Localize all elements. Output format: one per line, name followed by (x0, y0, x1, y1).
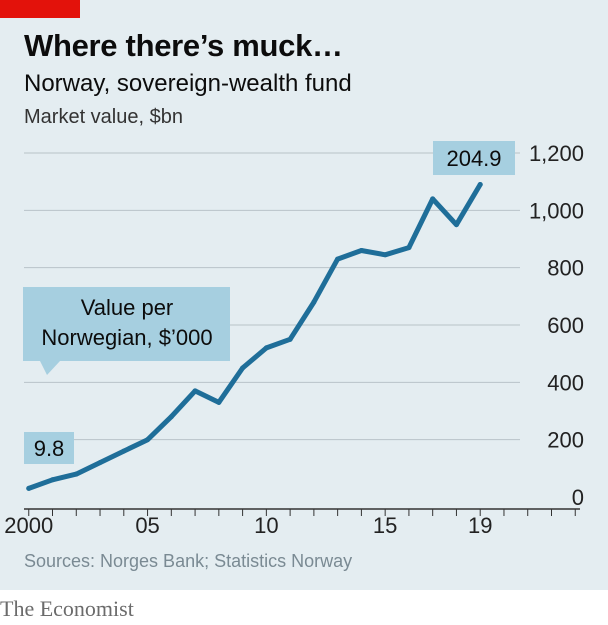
x-tick-label: 19 (468, 513, 492, 538)
x-tick-label: 05 (135, 513, 159, 538)
chart-title: Where there’s muck… (24, 28, 343, 63)
y-axis-tick-labels: 0 200 400 600 800 1,000 1,200 (529, 141, 584, 510)
data-point (216, 399, 222, 405)
brand-accent-bar (0, 0, 80, 18)
data-point (121, 448, 127, 454)
series-line (26, 182, 483, 491)
y-tick-label: 800 (547, 256, 584, 281)
annotations: Value per Norwegian, $’000 9.8 204.9 (23, 141, 515, 464)
start-value-box (24, 432, 74, 464)
data-point (358, 247, 364, 253)
end-value-box (433, 141, 515, 175)
x-tick-label: 10 (254, 513, 278, 538)
data-point (406, 245, 412, 251)
data-point (240, 365, 246, 371)
x-tick-label: 2000 (4, 513, 53, 538)
data-point (335, 256, 341, 262)
legend-callout-box (23, 287, 230, 375)
data-point (50, 477, 56, 483)
x-tick-label: 15 (373, 513, 397, 538)
data-point (145, 437, 151, 443)
start-value-label: 9.8 (34, 436, 65, 461)
data-point (311, 299, 317, 305)
data-point (477, 182, 483, 188)
data-point (430, 196, 436, 202)
source-note: Sources: Norges Bank; Statistics Norway (24, 551, 353, 571)
series-market-value (26, 182, 483, 491)
legend-callout-text: Norwegian, $’000 (41, 325, 212, 350)
data-point (382, 252, 388, 258)
y-tick-label: 1,200 (529, 141, 584, 166)
data-point (168, 414, 174, 420)
y-tick-label: 200 (547, 428, 584, 453)
data-point (192, 388, 198, 394)
data-point (26, 485, 32, 491)
data-point (73, 471, 79, 477)
chart-subtitle: Norway, sovereign-wealth fund (24, 70, 352, 97)
y-tick-label: 400 (547, 370, 584, 395)
x-axis-tick-labels: 2000 05 10 15 19 (4, 513, 492, 538)
data-point (97, 460, 103, 466)
y-tick-label: 0 (572, 485, 584, 510)
x-axis (24, 508, 580, 516)
publisher-logo: The Economist (0, 596, 134, 621)
y-tick-label: 600 (547, 313, 584, 338)
data-point (263, 345, 269, 351)
legend-callout-text: Value per (81, 295, 174, 320)
data-point (453, 222, 459, 228)
y-tick-label: 1,000 (529, 198, 584, 223)
data-point (287, 336, 293, 342)
unit-label: Market value, $bn (24, 106, 183, 128)
end-value-label: 204.9 (446, 146, 501, 171)
